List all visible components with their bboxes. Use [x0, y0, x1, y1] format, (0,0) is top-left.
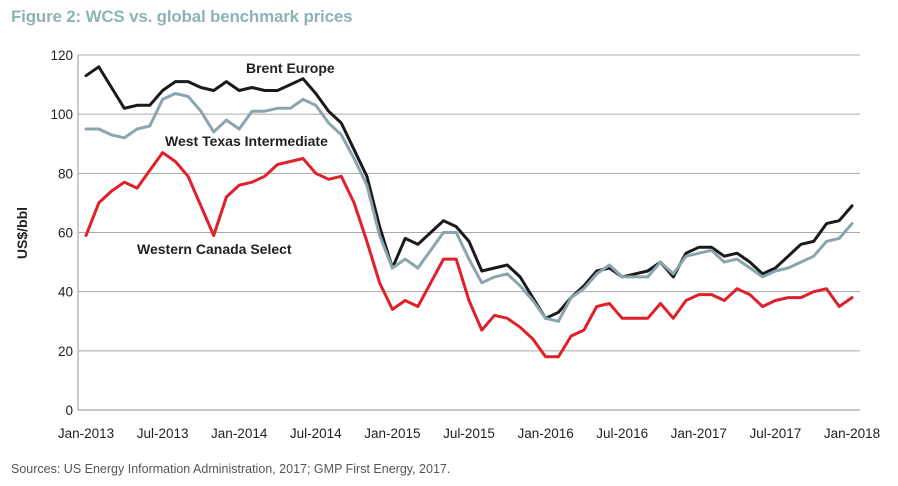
x-tick-label: Jan-2014	[211, 426, 268, 441]
series-lines	[84, 65, 854, 359]
x-tick-label: Jan-2013	[58, 426, 114, 441]
series-line-west-texas-intermediate	[84, 92, 854, 323]
y-tick-label: 60	[58, 226, 73, 241]
series-labels: Brent Europe West Texas Intermediate Weste…	[137, 60, 335, 257]
series-label: Western Canada Select	[137, 241, 292, 257]
y-tick-label: 80	[58, 166, 73, 181]
figure-title: Figure 2: WCS vs. global benchmark price…	[11, 7, 353, 26]
y-tick-labels: 0 20 40 60 80 100 120	[50, 48, 73, 418]
x-tick-label: Jul-2013	[137, 426, 189, 441]
axes	[77, 55, 860, 411]
y-tick-label: 40	[58, 285, 73, 300]
y-tick-label: 120	[50, 48, 73, 63]
x-tick-label: Jul-2016	[596, 426, 648, 441]
x-tick-label: Jul-2017	[750, 426, 802, 441]
x-tick-label: Jan-2015	[364, 426, 420, 441]
y-tick-label: 20	[58, 344, 73, 359]
y-tick-label: 0	[65, 403, 73, 418]
x-tick-label: Jan-2017	[671, 426, 727, 441]
x-tick-label: Jan-2018	[824, 426, 880, 441]
y-axis-label: US$/bbl	[14, 207, 30, 259]
gridlines	[78, 54, 860, 352]
series-label: West Texas Intermediate	[165, 133, 328, 149]
x-tick-label: Jul-2015	[443, 426, 495, 441]
x-tick-labels: Jan-2013 Jul-2013 Jan-2014 Jul-2014 Jan-2015…	[58, 426, 880, 441]
series-line-western-canada-select	[84, 151, 854, 359]
y-tick-label: 100	[50, 107, 73, 122]
source-note: Sources: US Energy Information Administr…	[11, 462, 451, 476]
series-label: Brent Europe	[246, 60, 335, 76]
x-tick-label: Jan-2016	[517, 426, 573, 441]
series-line-brent-europe	[84, 65, 854, 320]
x-tick-label: Jul-2014	[290, 426, 342, 441]
